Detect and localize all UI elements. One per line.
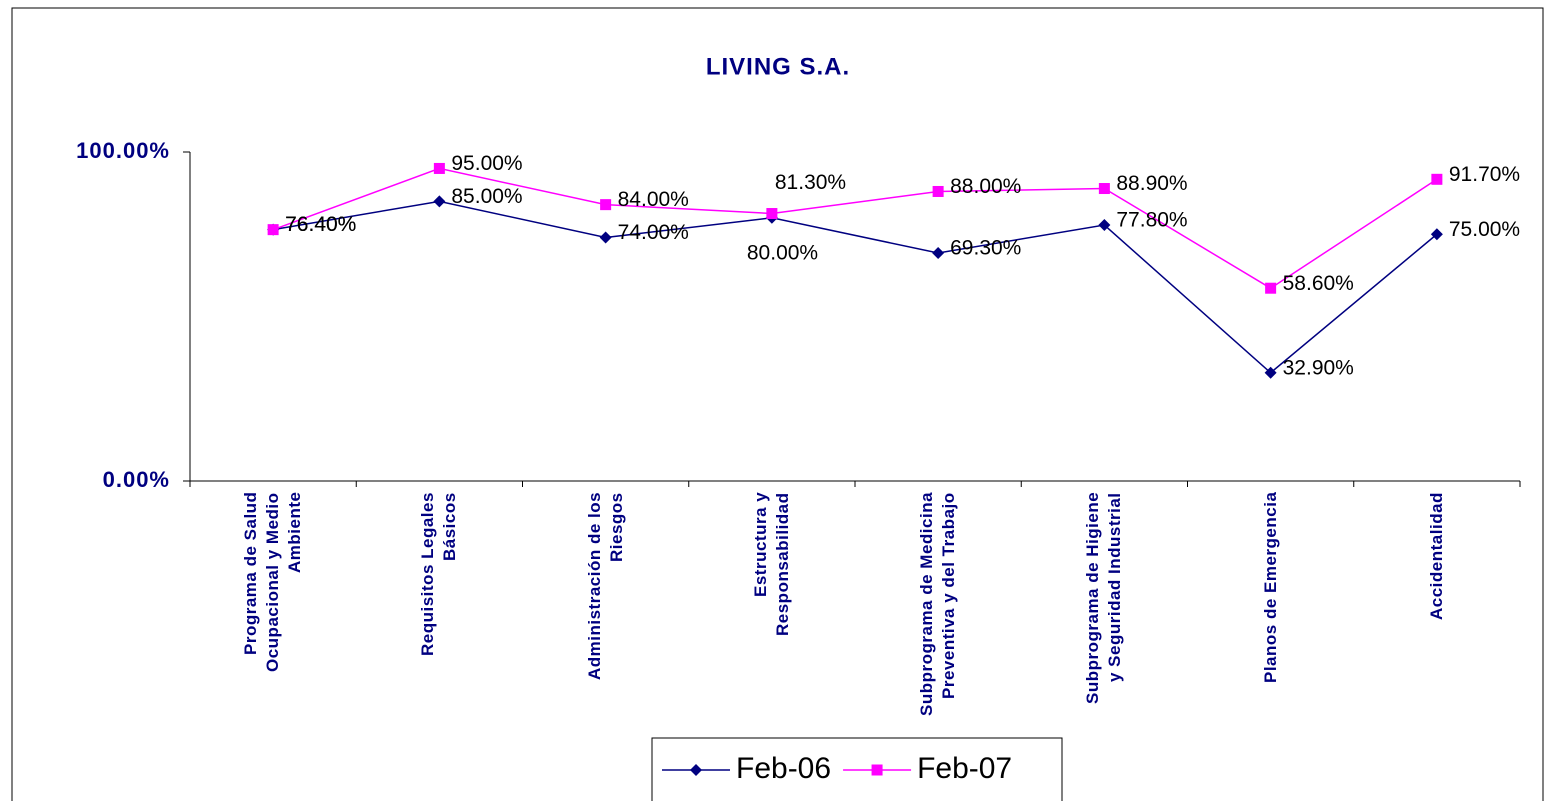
marker (600, 199, 612, 211)
marker (1430, 228, 1443, 241)
series-line (272, 200, 1438, 374)
data-label: 76.40% (285, 213, 356, 236)
marker (1098, 219, 1111, 232)
x-tick-label: Requisitos Legales Básicos (418, 492, 460, 656)
data-label: 32.90% (1283, 356, 1354, 379)
legend-marker (871, 764, 883, 776)
data-label: 84.00% (618, 188, 689, 211)
marker (1264, 366, 1277, 379)
data-label: 76.40% (285, 213, 356, 236)
x-tick-label: Subprograma de Higiene y Seguridad Indus… (1083, 492, 1125, 705)
x-tick-label: Planos de Emergencia (1260, 492, 1280, 684)
data-label: 80.00% (747, 241, 818, 264)
legend-marker (690, 764, 702, 776)
data-label: 77.80% (1116, 209, 1187, 232)
marker (267, 224, 279, 236)
data-label: 58.60% (1283, 272, 1354, 295)
legend-label: Feb-06 (736, 752, 831, 785)
legend-label: Feb-07 (917, 752, 1012, 785)
x-tick-label: Subprograma de Medicina Preventiva y del… (917, 492, 959, 717)
marker (433, 162, 445, 174)
data-label: 69.30% (950, 237, 1021, 260)
data-label: 74.00% (618, 221, 689, 244)
x-tick-label: Accidentalidad (1426, 492, 1446, 620)
x-tick-label: Estructura y Responsabilidad (750, 492, 792, 636)
marker (932, 185, 944, 197)
series-line (272, 167, 1438, 290)
legend: Feb-06 Feb-07 (651, 737, 1063, 801)
marker (1098, 183, 1110, 195)
marker (1431, 173, 1443, 185)
data-label: 81.30% (775, 171, 846, 194)
chart-frame (11, 7, 1544, 801)
data-label: 75.00% (1449, 218, 1520, 241)
x-tick-label: Programa de Salud Ocupacional y Medio Am… (241, 492, 305, 672)
chart-title: LIVING S.A. (706, 53, 850, 80)
marker (766, 208, 778, 220)
data-label: 95.00% (451, 152, 522, 175)
marker (932, 247, 945, 260)
data-label: 85.00% (451, 185, 522, 208)
marker (599, 231, 612, 244)
y-tick-label: 0.00% (103, 467, 170, 492)
y-tick-label: 100.00% (76, 138, 170, 163)
data-label: 88.90% (1116, 172, 1187, 195)
data-label: 91.70% (1449, 163, 1520, 186)
x-tick-label: Administración de los Riesgos (584, 492, 626, 681)
marker (1265, 282, 1277, 294)
marker (433, 195, 446, 208)
data-label: 88.00% (950, 175, 1021, 198)
